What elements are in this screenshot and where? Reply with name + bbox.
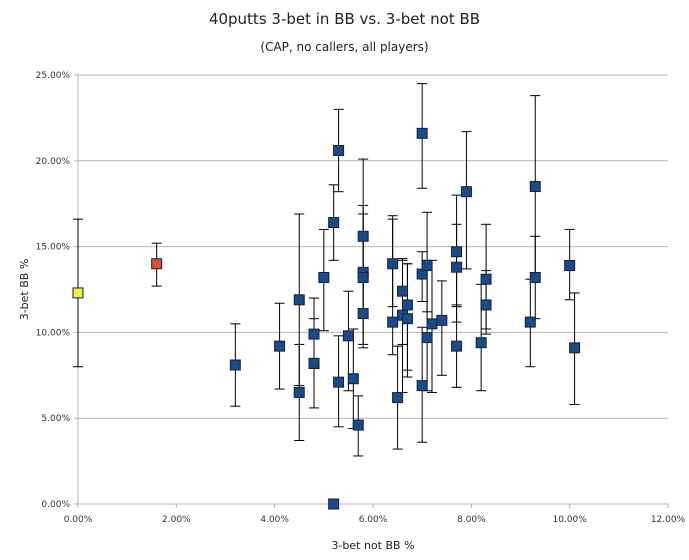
data-point <box>421 332 433 344</box>
data-point <box>436 314 448 326</box>
x-tick-label: 8.00% <box>457 515 486 525</box>
x-axis-label: 3-bet not BB % <box>331 539 414 552</box>
data-point <box>401 313 413 325</box>
data-point <box>328 217 340 229</box>
data-point <box>357 308 369 320</box>
data-point <box>328 498 340 510</box>
y-tick-label: 25.00% <box>36 71 71 81</box>
data-point <box>333 145 345 157</box>
data-point <box>274 340 286 352</box>
data-point <box>426 318 438 330</box>
x-tick-label: 6.00% <box>359 515 388 525</box>
data-point <box>357 230 369 242</box>
x-tick-label: 4.00% <box>260 515 289 525</box>
data-point <box>416 380 428 392</box>
x-tick-label: 0.00% <box>64 515 93 525</box>
data-point <box>293 294 305 306</box>
data-point <box>475 337 487 349</box>
data-point <box>480 299 492 311</box>
data-point <box>480 273 492 285</box>
data-point <box>308 328 320 340</box>
data-point <box>357 271 369 283</box>
data-point <box>451 261 463 273</box>
data-point <box>333 376 345 388</box>
data-point <box>460 186 472 198</box>
data-point <box>308 357 320 369</box>
data-point <box>397 285 408 297</box>
data-point <box>392 392 404 404</box>
data-point <box>347 373 359 385</box>
data-point <box>342 330 354 342</box>
y-tick-label: 10.00% <box>36 328 71 338</box>
y-tick-label: 0.00% <box>41 500 70 510</box>
y-tick-label: 15.00% <box>36 243 71 253</box>
y-tick-label: 20.00% <box>36 157 71 167</box>
data-point <box>318 271 330 283</box>
data-point <box>529 271 541 283</box>
data-point <box>421 259 433 271</box>
data-point <box>387 258 399 270</box>
y-axis-label: 3-bet BB % <box>18 259 31 321</box>
data-point <box>401 299 413 311</box>
data-point <box>72 287 84 299</box>
data-point <box>451 340 463 352</box>
data-point <box>151 258 163 270</box>
data-point <box>529 181 541 193</box>
x-tick-label: 12.00% <box>651 515 686 525</box>
data-point <box>293 386 305 398</box>
data-point <box>564 259 576 271</box>
data-point <box>451 246 463 258</box>
x-tick-label: 2.00% <box>162 515 191 525</box>
data-point <box>352 419 364 431</box>
data-point <box>229 359 241 371</box>
chart-title: 40putts 3-bet in BB vs. 3-bet not BB <box>208 10 481 28</box>
data-point <box>569 342 581 354</box>
y-tick-label: 5.00% <box>41 414 70 424</box>
chart-subtitle: (CAP, no callers, all players) <box>260 40 429 54</box>
data-point <box>387 316 399 328</box>
x-tick-label: 10.00% <box>553 515 588 525</box>
data-point <box>416 127 428 139</box>
data-point <box>524 316 536 328</box>
